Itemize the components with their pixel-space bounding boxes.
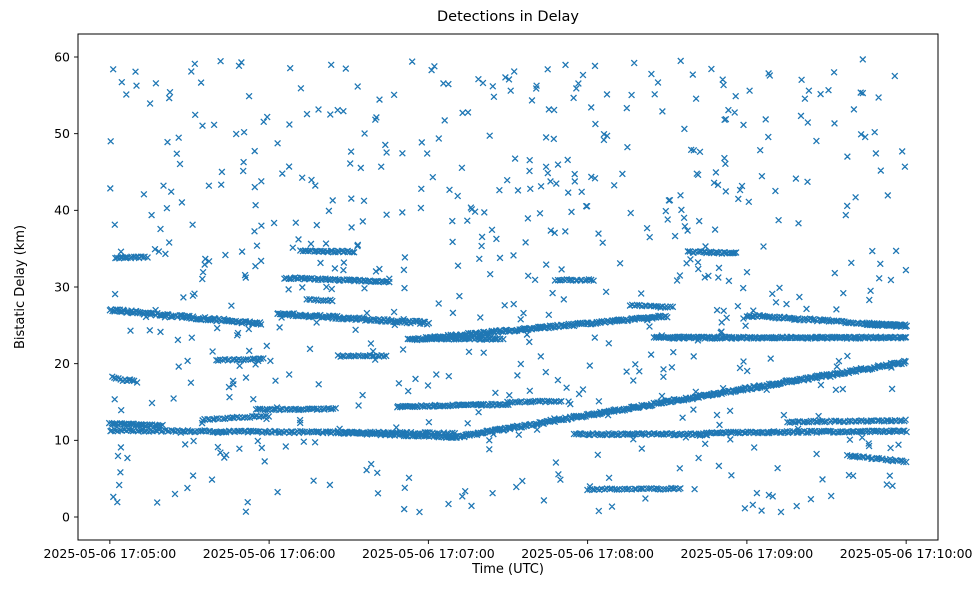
x-tick-label: 2025-05-06 17:08:00 [521,546,654,561]
x-tick-label: 2025-05-06 17:05:00 [43,546,176,561]
y-tick-label: 60 [54,49,70,64]
x-axis-label: Time (UTC) [471,562,544,577]
y-tick-label: 30 [54,279,70,294]
y-axis-label: Bistatic Delay (km) [13,225,28,349]
axes: 2025-05-06 17:05:00 2025-05-06 17:06:00 20… [43,33,973,561]
x-tick-label: 2025-05-06 17:07:00 [362,546,495,561]
y-tick-label: 20 [54,356,70,371]
plot-area [78,34,938,540]
chart-title: Detections in Delay [437,9,579,25]
x-tick-label: 2025-05-06 17:09:00 [681,546,814,561]
y-tick-label: 40 [54,203,70,218]
x-tick-label: 2025-05-06 17:06:00 [203,546,336,561]
y-tick-label: 50 [54,126,70,141]
scatter-points [105,56,911,516]
x-tick-label: 2025-05-06 17:10:00 [840,546,973,561]
y-tick-label: 10 [54,433,70,448]
detection-markers [105,56,911,516]
y-tick-label: 0 [62,509,70,524]
